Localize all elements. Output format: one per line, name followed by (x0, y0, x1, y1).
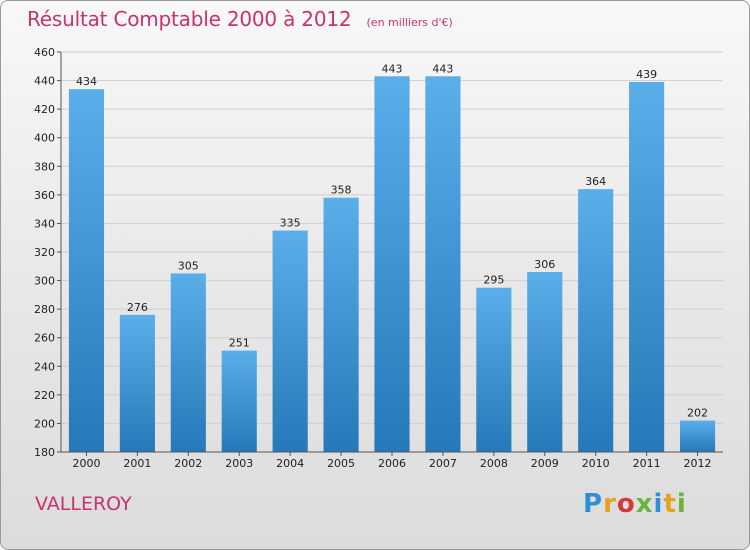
y-tick-label: 300 (34, 275, 55, 288)
x-tick-label-2002: 2002 (174, 457, 202, 470)
bar-2001 (119, 314, 155, 452)
bar-2000 (68, 89, 105, 453)
y-tick-label: 420 (34, 103, 55, 116)
bar-2004 (272, 230, 308, 452)
chart-title: Résultat Comptable 2000 à 2012 (en milli… (27, 7, 453, 37)
y-tick-label: 340 (34, 217, 55, 230)
bar-2011 (629, 82, 665, 452)
y-tick-label: 320 (34, 246, 55, 259)
value-label-2011: 439 (636, 68, 657, 81)
proxiti-logo: Proxiti (583, 489, 687, 519)
y-tick-label: 360 (34, 189, 55, 202)
value-label-2000: 434 (76, 75, 97, 88)
bar-2008 (476, 287, 512, 452)
logo-letter: r (603, 489, 617, 519)
x-tick-label-2008: 2008 (480, 457, 508, 470)
value-label-2004: 335 (280, 217, 301, 230)
value-label-2001: 276 (127, 301, 148, 314)
x-tick-label-2011: 2011 (633, 457, 661, 470)
y-tick-label: 460 (34, 46, 55, 59)
y-tick-label: 440 (34, 75, 55, 88)
value-label-2008: 295 (483, 274, 504, 287)
x-tick-label-2000: 2000 (72, 457, 100, 470)
bar-2003 (221, 350, 257, 452)
y-tick-label: 260 (34, 332, 55, 345)
bar-2010 (578, 189, 614, 452)
bar-2009 (527, 272, 563, 452)
logo-letter: t (663, 489, 677, 519)
logo-letter: i (653, 489, 664, 519)
bar-2005 (323, 197, 359, 452)
y-tick-label: 220 (34, 389, 55, 402)
y-tick-label: 380 (34, 160, 55, 173)
y-tick-label: 400 (34, 132, 55, 145)
bar-2006 (374, 76, 410, 453)
value-label-2002: 305 (178, 259, 199, 272)
x-tick-label-2009: 2009 (531, 457, 559, 470)
commune-name: VALLEROY (35, 493, 132, 515)
x-tick-label-2012: 2012 (684, 457, 712, 470)
value-label-2012: 202 (687, 407, 708, 420)
value-label-2007: 443 (432, 62, 453, 75)
x-tick-label-2010: 2010 (582, 457, 610, 470)
value-label-2006: 443 (382, 62, 403, 75)
axis-layer (57, 51, 723, 456)
x-tick-label-2001: 2001 (123, 457, 151, 470)
x-tick-label-2004: 2004 (276, 457, 304, 470)
label-layer: 180 200 220 240 260 280 300 320 340 360 380 400 420 4… (34, 46, 712, 470)
value-label-2005: 358 (331, 184, 352, 197)
y-tick-label: 200 (34, 417, 55, 430)
x-tick-label-2007: 2007 (429, 457, 457, 470)
logo-letter: P (583, 489, 604, 519)
y-tick-label: 180 (34, 446, 55, 459)
y-tick-label: 240 (34, 360, 55, 373)
bar-2002 (170, 273, 206, 452)
value-label-2009: 306 (534, 258, 555, 271)
y-tick-label: 280 (34, 303, 55, 316)
chart-title-unit: (en milliers d'€) (366, 16, 453, 29)
bar-2007 (425, 76, 461, 453)
x-tick-label-2005: 2005 (327, 457, 355, 470)
x-tick-label-2003: 2003 (225, 457, 253, 470)
value-label-2003: 251 (229, 337, 250, 350)
logo-letter: x (635, 489, 654, 519)
logo-letter: i (676, 489, 687, 519)
logo-letter: o (616, 489, 636, 519)
bar-layer (68, 76, 716, 453)
x-tick-label-2006: 2006 (378, 457, 406, 470)
bar-2012 (679, 420, 716, 452)
value-label-2010: 364 (585, 175, 606, 188)
chart-title-main: Résultat Comptable 2000 à 2012 (27, 7, 352, 31)
